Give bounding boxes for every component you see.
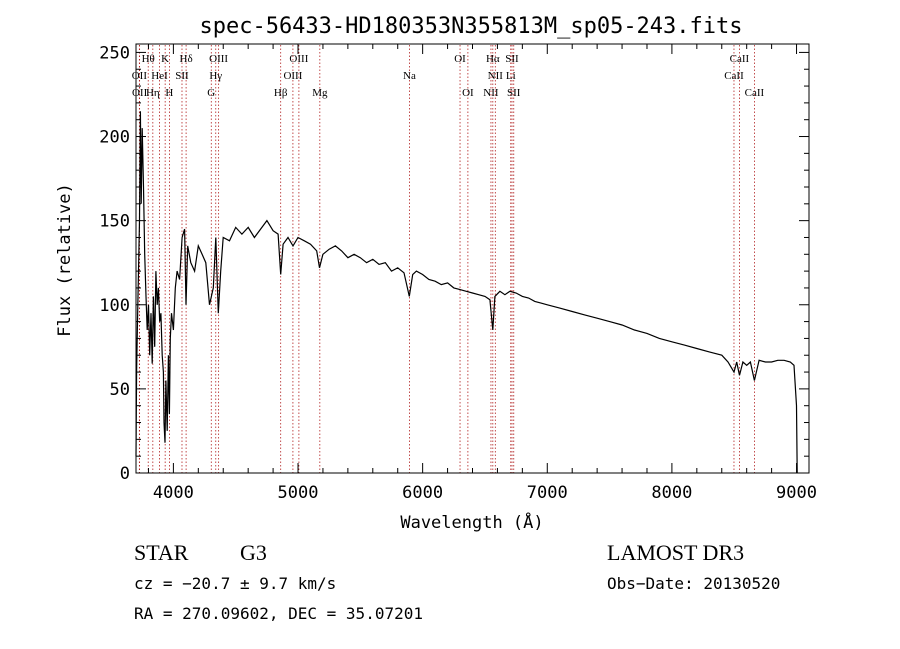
x-tick-label: 8000 xyxy=(651,483,692,503)
line-label-Hα: Hα xyxy=(486,53,500,65)
line-label-H: H xyxy=(165,87,173,99)
line-label-NII: NII xyxy=(483,87,499,99)
line-label-HeI: HeI xyxy=(151,70,168,82)
line-label-Hθ: Hθ xyxy=(142,53,155,65)
line-label-G: G xyxy=(207,87,215,99)
line-label-Li: Li xyxy=(506,70,516,82)
line-label-OII: OII xyxy=(132,70,148,82)
x-tick-label: 9000 xyxy=(776,483,817,503)
line-label-OIII: OIII xyxy=(289,53,308,65)
line-label-Mg: Mg xyxy=(312,87,328,99)
line-label-Hγ: Hγ xyxy=(209,70,222,82)
x-axis-label: Wavelength (Å) xyxy=(400,511,543,533)
line-label-Hη: Hη xyxy=(146,87,160,99)
line-label-CaII: CaII xyxy=(745,87,765,99)
line-label-OI: OI xyxy=(454,53,466,65)
x-tick-label: 7000 xyxy=(527,483,568,503)
x-tick-label: 4000 xyxy=(153,483,194,503)
line-label-SII: SII xyxy=(505,53,519,65)
line-label-Na: Na xyxy=(403,70,416,82)
y-tick-label: 0 xyxy=(120,464,130,484)
plot-frame xyxy=(135,43,810,474)
line-label-SII: SII xyxy=(507,87,521,99)
observation-date: Obs−Date: 20130520 xyxy=(607,574,781,593)
y-tick-label: 100 xyxy=(99,296,130,316)
y-axis-label: Flux (relative) xyxy=(55,183,75,337)
spectrum-series-line xyxy=(135,111,798,474)
line-label-Hβ: Hβ xyxy=(274,87,288,99)
object-class: STAR xyxy=(134,540,189,565)
x-tick-label: 6000 xyxy=(402,483,443,503)
y-tick-label: 250 xyxy=(99,43,130,63)
spectral-line-markers xyxy=(138,45,755,473)
line-label-OI: OI xyxy=(462,87,474,99)
line-label-Hδ: Hδ xyxy=(180,53,193,65)
y-axis-ticks: 0 50 100 150 200 250 xyxy=(99,43,809,484)
line-label-OIII: OIII xyxy=(209,53,228,65)
y-tick-label: 200 xyxy=(99,128,130,148)
y-tick-label: 50 xyxy=(110,380,130,400)
line-label-OIII: OIII xyxy=(283,70,302,82)
line-label-NII: NII xyxy=(488,70,504,82)
line-label-CaII: CaII xyxy=(724,70,744,82)
line-label-CaII: CaII xyxy=(730,53,750,65)
coordinates: RA = 270.09602, DEC = 35.07201 xyxy=(134,604,423,623)
line-label-SII: SII xyxy=(175,70,189,82)
line-label-K: K xyxy=(161,53,169,65)
x-tick-label: 5000 xyxy=(278,483,319,503)
chart-title: spec-56433-HD180353N355813M_sp05-243.fit… xyxy=(199,14,742,39)
spectral-line-labels: OIIOIIHθHηHeIKHSIIHδGHγOIIIHβOIIIOIIIMgN… xyxy=(132,53,765,99)
redshift-cz: cz = −20.7 ± 9.7 km/s xyxy=(134,574,337,593)
x-axis-ticks: 4000 5000 6000 7000 8000 9000 xyxy=(147,44,817,503)
object-subclass: G3 xyxy=(240,540,267,565)
survey-name: LAMOST DR3 xyxy=(607,540,745,565)
y-tick-label: 150 xyxy=(99,212,130,232)
